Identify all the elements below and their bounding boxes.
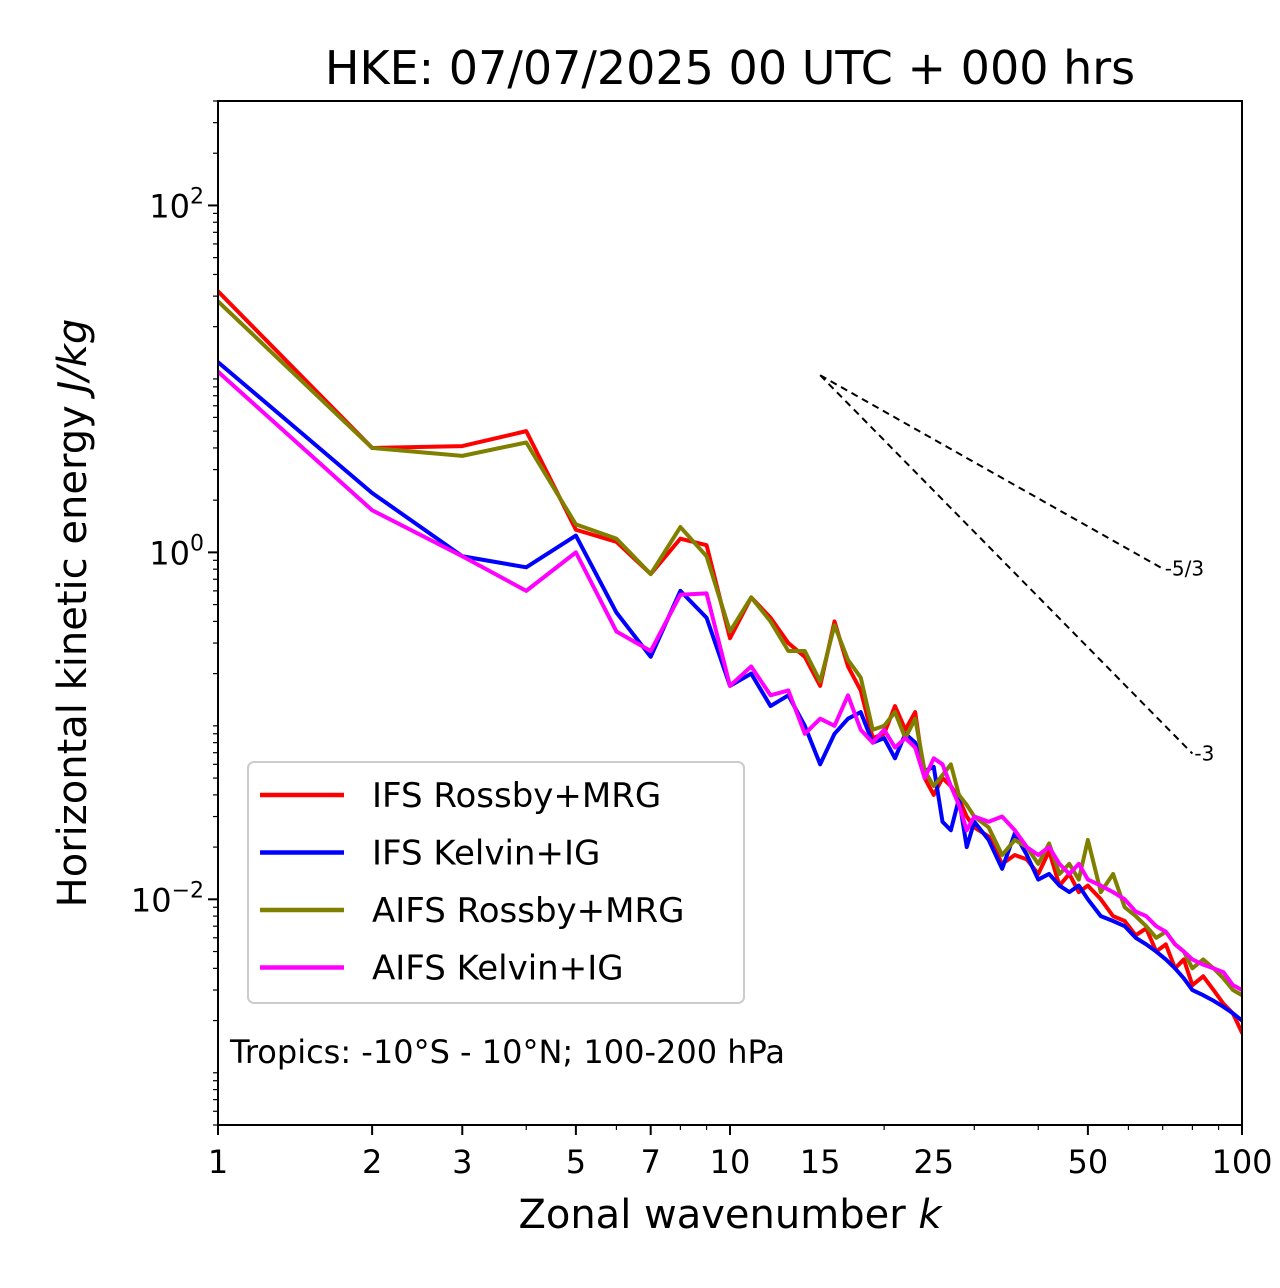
x-tick-label: 25: [913, 1143, 954, 1181]
reference-slope-label: -5/3: [1165, 557, 1204, 581]
y-axis-label-text: Horizontal kinetic energy: [50, 405, 96, 907]
x-axis-label-var: k: [918, 1192, 943, 1238]
reference-slope-line: [819, 374, 1194, 755]
y-axis: 10−2 100 102: [131, 100, 218, 1126]
region-annotation: Tropics: -10°S - 10°N; 100-200 hPa: [229, 1033, 785, 1071]
y-axis-label-unit: J/kg: [50, 319, 96, 400]
legend-box: [247, 761, 745, 1004]
x-tick-label: 5: [566, 1143, 586, 1181]
x-tick-label: 7: [641, 1143, 661, 1181]
legend-label: IFS Kelvin+IG: [372, 834, 600, 874]
y-tick-label: 10−2: [131, 878, 204, 919]
x-tick-label: 50: [1068, 1143, 1109, 1181]
legend-label: IFS Rossby+MRG: [372, 776, 661, 816]
x-axis-label: Zonal wavenumber k: [518, 1192, 943, 1238]
y-tick-label: 102: [149, 184, 204, 225]
series-line: [218, 369, 1242, 993]
y-axis-label: Horizontal kinetic energy J/kg: [50, 319, 96, 908]
x-axis: 1 2 3 5 7 10 15 25 50 100: [208, 1125, 1273, 1181]
plot-area: -5/3 -3: [217, 100, 1243, 1126]
reference-slope-line: [819, 374, 1164, 570]
reference-lines: -5/3 -3: [819, 374, 1214, 766]
x-tick-label: 1: [208, 1143, 228, 1181]
x-tick-label: 100: [1211, 1143, 1272, 1181]
x-tick-label: 3: [452, 1143, 472, 1181]
legend-label: AIFS Kelvin+IG: [372, 949, 624, 989]
legend: IFS Rossby+MRG IFS Kelvin+IG AIFS Rossby+M…: [247, 761, 745, 1004]
legend-label: AIFS Rossby+MRG: [372, 891, 684, 931]
reference-slope-label: -3: [1194, 742, 1214, 766]
x-tick-label: 10: [710, 1143, 751, 1181]
series-layer: [218, 289, 1242, 1035]
x-axis-label-text: Zonal wavenumber: [518, 1192, 906, 1238]
y-tick-label: 100: [149, 531, 204, 572]
series-line: [218, 299, 1242, 998]
x-tick-label: 15: [800, 1143, 841, 1181]
chart-title: HKE: 07/07/2025 00 UTC + 000 hrs: [325, 41, 1135, 95]
legend-items: IFS Rossby+MRG IFS Kelvin+IG AIFS Rossby+M…: [260, 776, 684, 989]
x-tick-label: 2: [362, 1143, 382, 1181]
